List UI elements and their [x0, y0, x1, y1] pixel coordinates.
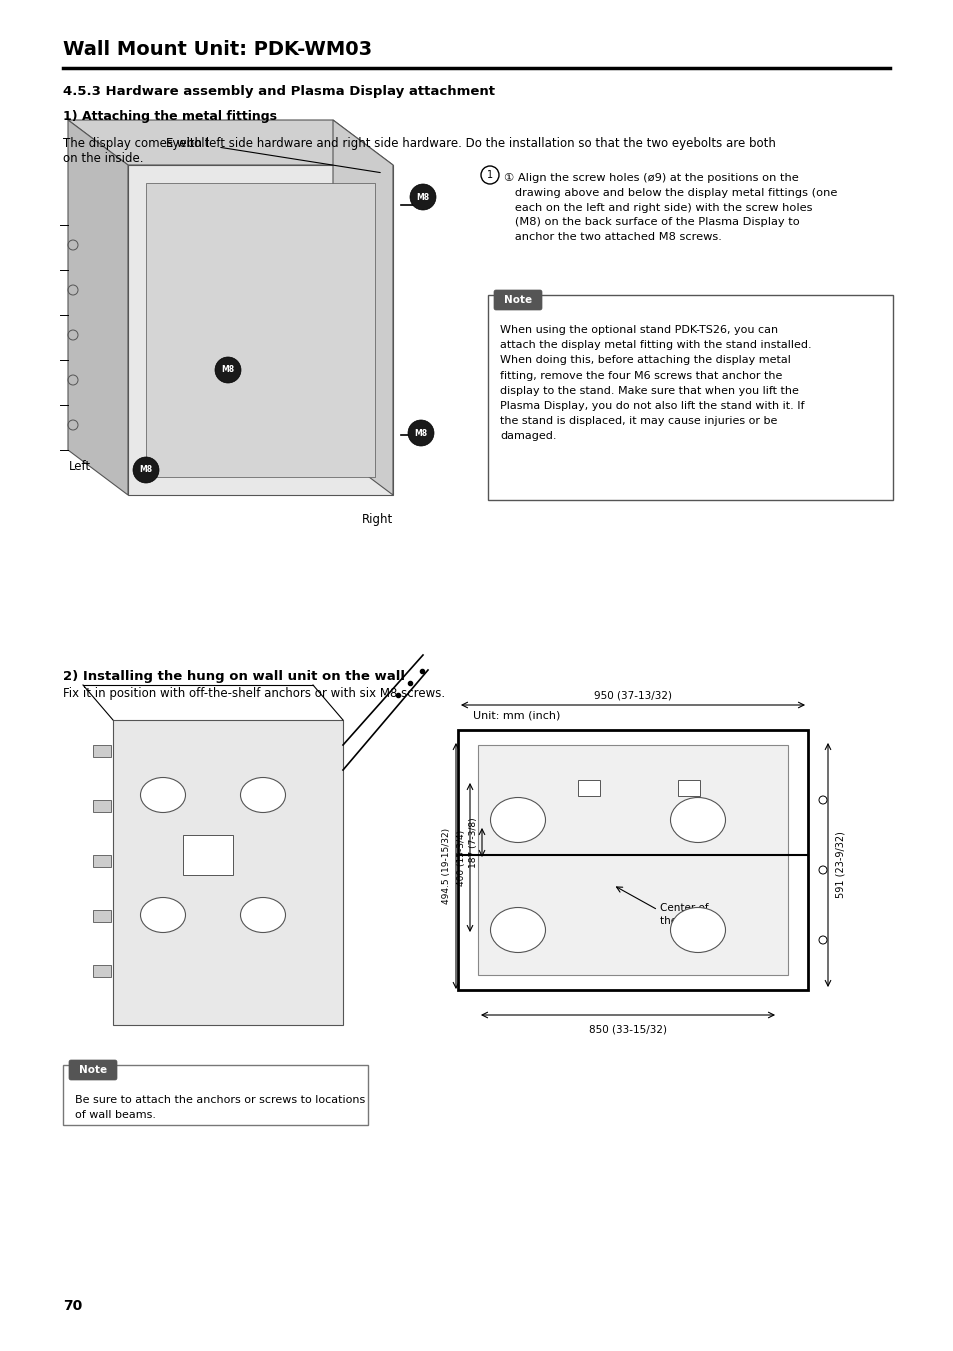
Circle shape	[410, 184, 436, 209]
Text: 400 (15-3/4): 400 (15-3/4)	[456, 830, 465, 885]
Polygon shape	[128, 165, 393, 494]
Text: The display comes with left side hardware and right side hardware. Do the instal: The display comes with left side hardwar…	[63, 136, 775, 165]
Text: Fix it in position with off-the-shelf anchors or with six M8 screws.: Fix it in position with off-the-shelf an…	[63, 688, 445, 700]
Circle shape	[214, 357, 241, 382]
Ellipse shape	[140, 777, 185, 812]
FancyBboxPatch shape	[183, 835, 233, 875]
Text: Unit: mm (inch): Unit: mm (inch)	[473, 711, 559, 720]
Ellipse shape	[140, 897, 185, 932]
Text: Eyebolt: Eyebolt	[166, 136, 210, 150]
Ellipse shape	[670, 797, 724, 843]
Text: 950 (37-13/32): 950 (37-13/32)	[594, 690, 671, 700]
Text: 494.5 (19-15/32): 494.5 (19-15/32)	[441, 828, 451, 904]
FancyBboxPatch shape	[92, 744, 111, 757]
FancyBboxPatch shape	[92, 965, 111, 977]
Bar	[457, 730, 807, 990]
Circle shape	[408, 420, 434, 446]
FancyBboxPatch shape	[92, 800, 111, 812]
Text: When using the optional stand PDK-TS26, you can
attach the display metal fitting: When using the optional stand PDK-TS26, …	[499, 326, 811, 442]
FancyBboxPatch shape	[488, 295, 892, 500]
Text: 1) Attaching the metal fittings: 1) Attaching the metal fittings	[63, 109, 276, 123]
Text: Wall Mount Unit: PDK-WM03: Wall Mount Unit: PDK-WM03	[63, 41, 372, 59]
Bar	[477, 744, 787, 975]
Ellipse shape	[490, 797, 545, 843]
Polygon shape	[112, 720, 343, 1025]
Text: 2) Installing the hung on wall unit on the wall: 2) Installing the hung on wall unit on t…	[63, 670, 405, 684]
FancyBboxPatch shape	[69, 1061, 117, 1079]
Text: Right: Right	[362, 513, 394, 526]
Text: Note: Note	[79, 1065, 107, 1075]
Text: Be sure to attach the anchors or screws to locations
of wall beams.: Be sure to attach the anchors or screws …	[75, 1096, 365, 1120]
Polygon shape	[146, 182, 375, 477]
Circle shape	[132, 457, 159, 484]
Text: ① Align the screw holes (ø9) at the positions on the
   drawing above and below : ① Align the screw holes (ø9) at the posi…	[503, 173, 837, 242]
Polygon shape	[333, 120, 393, 494]
Text: M8: M8	[139, 466, 152, 474]
Ellipse shape	[490, 908, 545, 952]
Bar	[678, 780, 700, 796]
Ellipse shape	[240, 897, 285, 932]
Text: 850 (33-15/32): 850 (33-15/32)	[588, 1025, 666, 1035]
Text: Left: Left	[69, 459, 91, 473]
Polygon shape	[68, 120, 128, 494]
Polygon shape	[68, 120, 393, 165]
Text: 591 (23-9/32): 591 (23-9/32)	[835, 832, 845, 898]
FancyBboxPatch shape	[63, 1065, 368, 1125]
Text: 1: 1	[486, 170, 493, 180]
Text: 4.5.3 Hardware assembly and Plasma Display attachment: 4.5.3 Hardware assembly and Plasma Displ…	[63, 85, 495, 99]
Text: 187 (7-3/8): 187 (7-3/8)	[469, 817, 477, 867]
Text: 70: 70	[63, 1300, 82, 1313]
Ellipse shape	[240, 777, 285, 812]
FancyBboxPatch shape	[92, 855, 111, 867]
Text: M8: M8	[416, 192, 429, 201]
Text: M8: M8	[221, 366, 234, 374]
FancyBboxPatch shape	[494, 290, 541, 309]
Ellipse shape	[670, 908, 724, 952]
Text: Center of
the display: Center of the display	[659, 902, 717, 927]
FancyBboxPatch shape	[92, 911, 111, 921]
Bar	[578, 780, 599, 796]
Text: Note: Note	[503, 295, 532, 305]
Text: M8: M8	[414, 428, 427, 438]
